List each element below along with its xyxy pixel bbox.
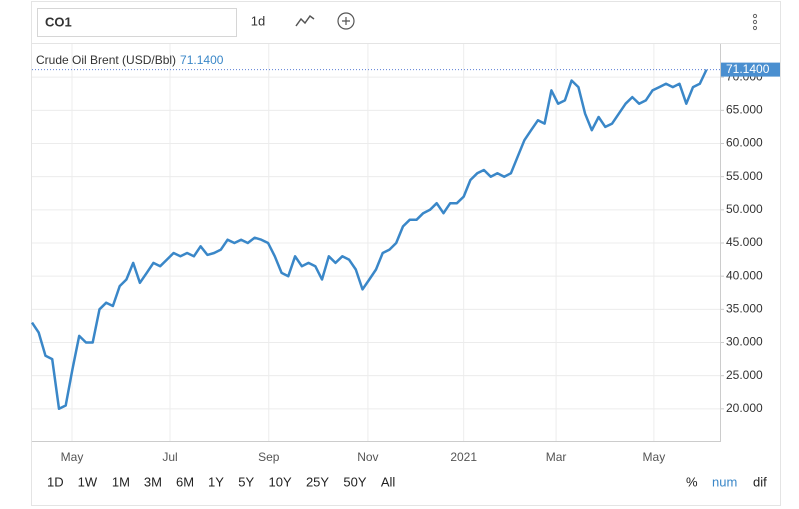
- y-tick-label: 45.000: [726, 235, 763, 249]
- y-tick-label: 60.000: [726, 136, 763, 150]
- range-button[interactable]: 50Y: [343, 474, 366, 489]
- add-icon[interactable]: [337, 12, 355, 30]
- price-line: [30, 69, 708, 411]
- x-tick-label: May: [61, 450, 84, 464]
- y-tick-label: 35.000: [726, 302, 763, 316]
- range-button[interactable]: 1W: [78, 474, 98, 489]
- x-tick-label: Mar: [546, 450, 567, 464]
- x-tick-label: Nov: [357, 450, 378, 464]
- mode-button[interactable]: num: [712, 474, 737, 489]
- y-tick-label: 65.000: [726, 103, 763, 117]
- add-icon-plus: [342, 17, 350, 25]
- x-tick-label: Sep: [258, 450, 280, 464]
- frame: [31, 1, 781, 506]
- y-tick-label: 40.000: [726, 268, 763, 282]
- range-button[interactable]: 1D: [47, 474, 64, 489]
- menu-icon[interactable]: [752, 13, 758, 31]
- x-tick-label: 2021: [450, 450, 477, 464]
- last-value-box: [721, 62, 780, 77]
- range-button[interactable]: 3M: [144, 474, 162, 489]
- range-button[interactable]: All: [381, 474, 396, 489]
- range-button[interactable]: 25Y: [306, 474, 329, 489]
- range-button[interactable]: 1M: [112, 474, 130, 489]
- interval[interactable]: 1d: [251, 13, 265, 28]
- y-tick-label: 50.000: [726, 202, 763, 216]
- y-tick-label: 30.000: [726, 335, 763, 349]
- y-tick-label: 55.000: [726, 169, 763, 183]
- mode-button[interactable]: dif: [753, 474, 767, 489]
- symbol: CO1: [45, 14, 72, 29]
- last-value-label: 71.1400: [726, 62, 770, 76]
- legend-name: Crude Oil Brent (USD/Bbl): [36, 53, 176, 67]
- y-tick-label: 25.000: [726, 368, 763, 382]
- range-button[interactable]: 6M: [176, 474, 194, 489]
- range-button[interactable]: 1Y: [208, 474, 224, 489]
- chart-type-icon[interactable]: [295, 14, 315, 27]
- range-button[interactable]: 5Y: [238, 474, 254, 489]
- mode-button[interactable]: %: [686, 474, 698, 489]
- x-tick-label: May: [643, 450, 666, 464]
- x-tick-label: Jul: [162, 450, 177, 464]
- range-button[interactable]: 10Y: [269, 474, 292, 489]
- symbol-input[interactable]: [37, 8, 237, 37]
- legend-value: 71.1400: [180, 53, 224, 67]
- y-tick-label: 20.000: [726, 401, 763, 415]
